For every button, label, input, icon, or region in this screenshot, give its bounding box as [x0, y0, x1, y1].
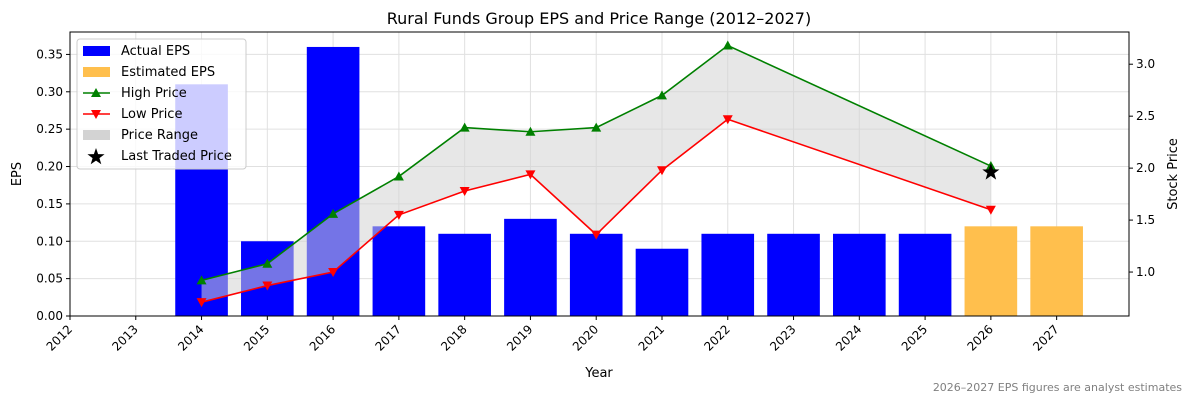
low-price-marker [591, 230, 602, 240]
actual-eps-bar [438, 233, 491, 316]
high-price-marker [722, 40, 733, 50]
actual-eps-bar [635, 248, 689, 316]
legend-swatch [83, 67, 110, 77]
legend-label: Actual EPS [121, 44, 190, 59]
legend-label: High Price [121, 86, 187, 101]
x-tick-label: 2026 [964, 322, 995, 353]
legend-marker [91, 110, 101, 119]
x-tick-label: 2019 [504, 322, 535, 353]
price-range-fill [201, 45, 991, 303]
actual-eps-bar [767, 233, 820, 316]
legend-box [76, 38, 247, 170]
y-tick-label: 0.25 [36, 122, 63, 136]
plot-frame [69, 31, 1130, 317]
high-price-marker [459, 122, 470, 132]
actual-eps-bar [898, 233, 952, 316]
low-price-marker [525, 170, 536, 180]
y2-axis-label: Stock Price [1166, 138, 1181, 210]
high-price-marker [525, 126, 536, 136]
y-tick-label: 0.20 [36, 160, 63, 174]
low-price-marker [328, 268, 339, 278]
y2-tick-label: 3.0 [1136, 57, 1155, 71]
high-price-marker [328, 208, 339, 218]
high-price-marker [196, 275, 207, 285]
footnote: 2026–2027 EPS figures are analyst estima… [933, 381, 1182, 394]
high-price-marker [656, 90, 667, 100]
high-price-marker [591, 122, 602, 132]
x-tick-label: 2024 [833, 322, 864, 353]
actual-eps-bar [504, 218, 557, 316]
estimated-eps-bar [964, 226, 1018, 316]
legend-swatch [83, 130, 110, 140]
high-price-marker [262, 258, 273, 268]
x-tick-label: 2021 [636, 322, 667, 353]
low-price-marker [262, 281, 273, 291]
y-tick-label: 0.00 [36, 309, 63, 323]
x-tick-label: 2027 [1030, 322, 1061, 353]
low-price-marker [656, 166, 667, 176]
legend-marker [91, 88, 101, 97]
legend-swatch [83, 46, 110, 56]
x-tick-label: 2014 [175, 322, 206, 353]
estimated-eps-bar [1030, 226, 1083, 316]
high-price-marker [393, 171, 404, 181]
legend-label: Low Price [121, 107, 182, 122]
y2-tick-label: 1.5 [1136, 213, 1155, 227]
low-price-marker [459, 186, 470, 196]
low-price-marker [393, 210, 404, 220]
last-traded-price-marker [982, 163, 1000, 180]
x-tick-label: 2012 [44, 322, 75, 353]
actual-eps-bar [569, 233, 623, 316]
legend-label: Price Range [121, 128, 198, 143]
legend-label: Estimated EPS [121, 65, 215, 80]
x-tick-label: 2017 [373, 322, 404, 353]
x-tick-label: 2025 [899, 322, 930, 353]
high-price-line [201, 44, 992, 282]
low-price-line [201, 118, 992, 303]
y2-tick-label: 2.5 [1136, 109, 1155, 123]
actual-eps-bar [833, 233, 886, 316]
y2-tick-label: 2.0 [1136, 161, 1155, 175]
legend: Actual EPS Estimated EPS High Price Low Pri… [76, 38, 247, 170]
y-tick-label: 0.15 [36, 197, 63, 211]
y2-tick-label: 1.0 [1136, 265, 1155, 279]
actual-eps-bar [372, 226, 426, 316]
x-tick-label: 2020 [570, 322, 601, 353]
y-tick-label: 0.35 [36, 47, 63, 61]
x-tick-label: 2018 [438, 322, 469, 353]
legend-star-icon [87, 148, 105, 165]
x-tick-label: 2013 [109, 322, 140, 353]
x-axis-label: Year [584, 366, 613, 381]
x-tick-label: 2023 [767, 322, 798, 353]
actual-eps-bar [701, 233, 755, 316]
y-axis-label: EPS [10, 162, 25, 186]
low-price-marker [722, 115, 733, 125]
x-tick-label: 2016 [307, 322, 338, 353]
y-tick-label: 0.10 [36, 234, 63, 248]
low-price-marker [196, 298, 207, 308]
x-tick-label: 2022 [701, 322, 732, 353]
x-tick-label: 2015 [241, 322, 272, 353]
chart-title: Rural Funds Group EPS and Price Range (2… [387, 9, 811, 28]
y-tick-label: 0.05 [36, 272, 63, 286]
y-tick-label: 0.30 [36, 85, 63, 99]
legend-label: Last Traded Price [121, 149, 232, 164]
low-price-marker [985, 205, 996, 215]
